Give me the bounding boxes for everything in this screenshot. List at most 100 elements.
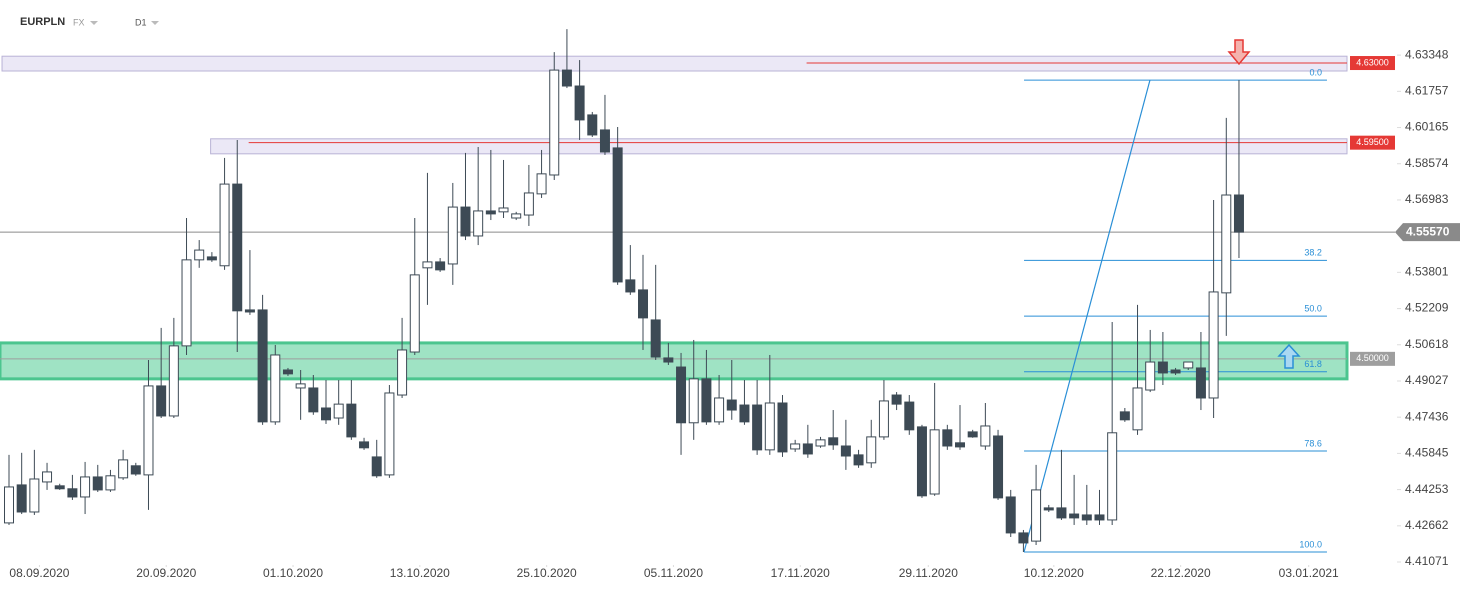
candle-body: [916, 426, 927, 497]
x-tick-label: 25.10.2020: [517, 566, 577, 580]
candle-body: [1056, 507, 1067, 519]
candle-body: [599, 129, 610, 153]
candle-body: [219, 183, 230, 267]
candle-body: [1069, 513, 1080, 519]
candle-body: [371, 456, 382, 477]
candle-body: [1145, 361, 1156, 391]
candle-body: [828, 437, 839, 446]
x-tick-label: 22.12.2020: [1151, 566, 1211, 580]
candle-body: [802, 443, 813, 455]
candle-body: [92, 476, 103, 491]
candle-body: [587, 114, 598, 136]
candle-body: [955, 442, 966, 448]
level-label: 4.50000: [1356, 353, 1389, 363]
candle-body: [194, 249, 205, 261]
zone: [0, 341, 1349, 381]
level-tag: [1350, 351, 1395, 366]
candle-body: [232, 183, 243, 312]
candle-body: [967, 431, 978, 438]
candle-body: [422, 261, 433, 269]
dropdown-icon[interactable]: [151, 21, 159, 25]
candle-body: [1170, 369, 1181, 374]
candle-body: [752, 404, 763, 451]
last-price-label: 4.55570: [1406, 224, 1450, 238]
candle-body: [980, 425, 991, 447]
candle-body: [168, 345, 179, 417]
candle-body: [1018, 532, 1029, 544]
candle-body: [409, 274, 420, 353]
interval[interactable]: D1: [135, 17, 147, 27]
candle-body: [244, 309, 255, 313]
candle-body: [435, 261, 446, 271]
candle-body: [1208, 291, 1219, 399]
y-tick-label: 4.50618: [1405, 337, 1449, 351]
y-tick-label: 4.53801: [1405, 265, 1449, 279]
x-tick-label: 13.10.2020: [390, 566, 450, 580]
candle-body: [650, 319, 661, 358]
candle-body: [853, 454, 864, 466]
y-tick-label: 4.42662: [1405, 518, 1449, 532]
candle-body: [549, 69, 560, 176]
y-tick-label: 4.47436: [1405, 409, 1449, 423]
candle-body: [726, 399, 737, 411]
candle-body: [130, 465, 141, 475]
y-tick-label: 4.58574: [1405, 156, 1449, 170]
symbol[interactable]: EURPLN: [20, 16, 65, 28]
candle-body: [16, 484, 27, 513]
candle-body: [942, 429, 953, 447]
fib-label: 100.0: [1299, 539, 1322, 549]
y-tick-label: 4.41071: [1405, 554, 1449, 568]
candle-body: [1233, 194, 1244, 233]
candle-body: [29, 478, 40, 513]
level-tag: [1350, 135, 1395, 150]
candle-body: [663, 357, 674, 363]
candle-body: [1119, 411, 1130, 421]
candle-body: [878, 400, 889, 438]
candle-body: [1157, 361, 1168, 374]
candle-body: [1094, 514, 1105, 521]
zone: [210, 138, 1348, 155]
x-tick-label: 03.01.2021: [1279, 566, 1339, 580]
dropdown-icon[interactable]: [90, 21, 98, 25]
fib-label: 61.8: [1304, 359, 1322, 369]
candle-body: [815, 439, 826, 447]
y-tick-label: 4.44253: [1405, 482, 1449, 496]
candle-body: [1221, 194, 1232, 294]
candle-body: [688, 378, 699, 424]
candle-body: [1132, 387, 1143, 431]
fib-label: 38.2: [1304, 248, 1322, 258]
x-tick-label: 08.09.2020: [9, 566, 69, 580]
y-tick-label: 4.49027: [1405, 373, 1449, 387]
market[interactable]: FX: [73, 17, 85, 27]
candle-body: [523, 192, 534, 216]
candle-body: [561, 69, 572, 87]
candle-body: [536, 173, 547, 195]
fib-label: 50.0: [1304, 303, 1322, 313]
candle-body: [993, 435, 1004, 499]
candle-body: [181, 259, 192, 347]
level-tag: [1350, 56, 1395, 71]
x-tick-label: 05.11.2020: [644, 566, 703, 580]
candle-body: [840, 445, 851, 457]
candle-body: [790, 443, 801, 450]
x-tick-label: 17.11.2020: [771, 566, 830, 580]
candle-body: [638, 289, 649, 319]
candle-body: [891, 394, 902, 405]
candle-body: [282, 369, 293, 375]
candle-body: [764, 402, 775, 451]
fib-label: 78.6: [1304, 438, 1322, 448]
candle-body: [511, 213, 522, 219]
candle-body: [54, 485, 65, 490]
y-tick-label: 4.60165: [1405, 120, 1449, 134]
candle-body: [1107, 432, 1118, 521]
x-tick-label: 10.12.2020: [1024, 566, 1084, 580]
y-tick-label: 4.56983: [1405, 192, 1449, 206]
buy-arrow: [1277, 343, 1301, 369]
candle-body: [67, 488, 78, 498]
y-tick-label: 4.45845: [1405, 446, 1449, 460]
candle-body: [295, 383, 306, 389]
level-label: 4.63000: [1356, 57, 1389, 67]
candle-body: [777, 402, 788, 453]
candle-body: [1005, 496, 1016, 534]
